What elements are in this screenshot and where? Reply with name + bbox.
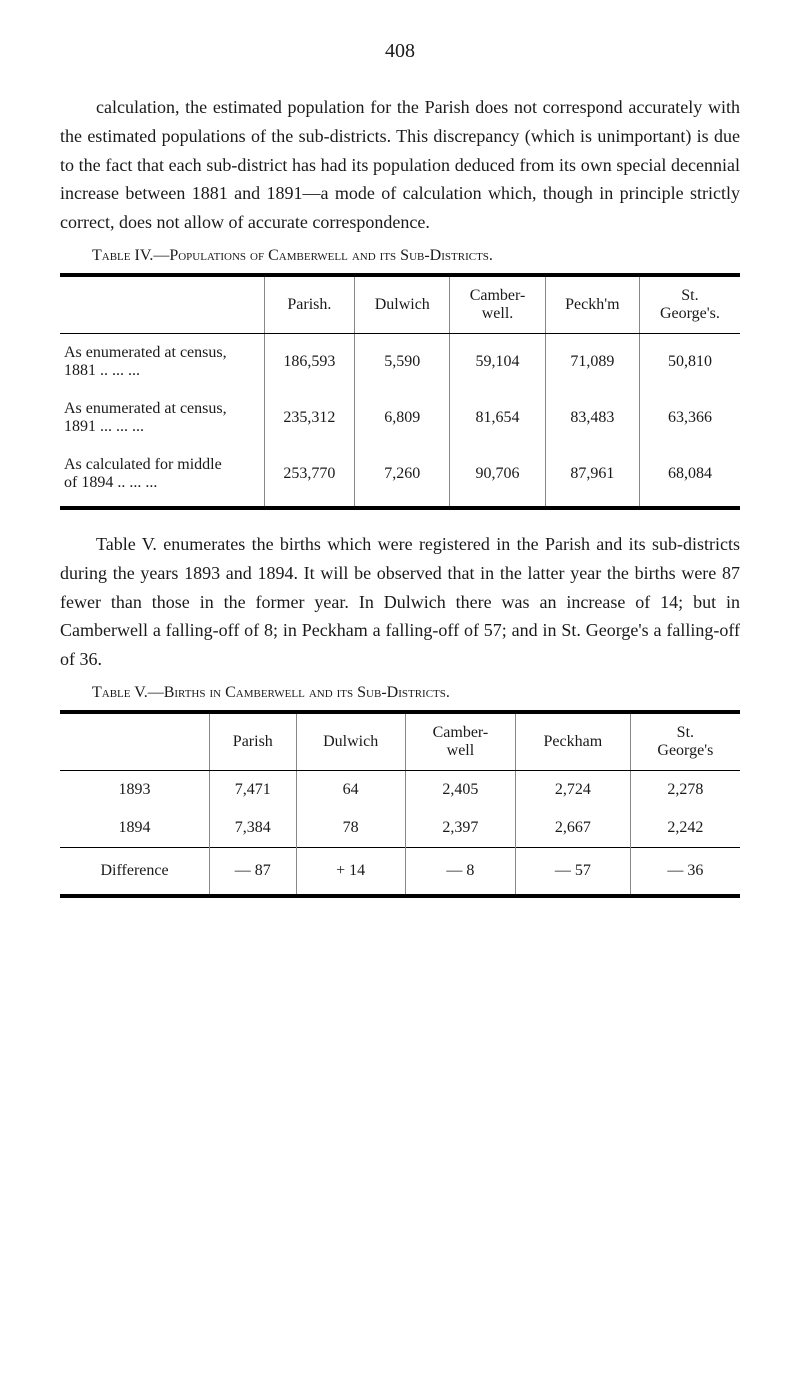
table-5-header [60, 712, 210, 771]
cell: 6,809 [355, 390, 450, 446]
table-4-header: Dulwich [355, 275, 450, 334]
table-row: As enumerated at census, 1881 .. ... ...… [60, 333, 740, 390]
cell: 50,810 [639, 333, 740, 390]
cell: 2,397 [405, 809, 515, 848]
cell: — 87 [210, 847, 296, 896]
cell: 63,366 [639, 390, 740, 446]
cell: — 36 [630, 847, 740, 896]
table-4-header [60, 275, 264, 334]
cell: 71,089 [545, 333, 639, 390]
cell: 2,242 [630, 809, 740, 848]
paragraph-2: Table V. enumerates the births which wer… [60, 530, 740, 674]
table-4: Parish. Dulwich Camber- well. Peckh'm St… [60, 273, 740, 510]
table-5: Parish Dulwich Camber- well Peckham St. … [60, 710, 740, 898]
cell: — 8 [405, 847, 515, 896]
cell: 83,483 [545, 390, 639, 446]
table-5-caption: Table V.—Births in Camberwell and its Su… [60, 684, 740, 702]
cell: 253,770 [264, 446, 355, 508]
cell: 78 [296, 809, 405, 848]
row-label: 1893 [60, 770, 210, 809]
table-row: 1894 7,384 78 2,397 2,667 2,242 [60, 809, 740, 848]
row-label: As enumerated at census, 1891 ... ... ..… [60, 390, 264, 446]
row-label: 1894 [60, 809, 210, 848]
cell: 81,654 [450, 390, 546, 446]
cell: 68,084 [639, 446, 740, 508]
table-row-difference: Difference — 87 + 14 — 8 — 57 — 36 [60, 847, 740, 896]
table-5-header: Camber- well [405, 712, 515, 771]
table-4-header: Parish. [264, 275, 355, 334]
cell: 2,724 [516, 770, 631, 809]
row-label: As enumerated at census, 1881 .. ... ... [60, 333, 264, 390]
table-row: 1893 7,471 64 2,405 2,724 2,278 [60, 770, 740, 809]
table-4-caption: Table IV.—Populations of Camberwell and … [60, 247, 740, 265]
row-label: Difference [60, 847, 210, 896]
cell: 7,471 [210, 770, 296, 809]
cell: 90,706 [450, 446, 546, 508]
table-row: As calculated for middle of 1894 .. ... … [60, 446, 740, 508]
cell: 2,278 [630, 770, 740, 809]
table-5-header: Parish [210, 712, 296, 771]
cell: 5,590 [355, 333, 450, 390]
cell: 2,405 [405, 770, 515, 809]
cell: 87,961 [545, 446, 639, 508]
table-4-header: St. George's. [639, 275, 740, 334]
cell: + 14 [296, 847, 405, 896]
cell: 64 [296, 770, 405, 809]
cell: 7,384 [210, 809, 296, 848]
cell: — 57 [516, 847, 631, 896]
table-4-header: Peckh'm [545, 275, 639, 334]
table-5-header: Peckham [516, 712, 631, 771]
cell: 186,593 [264, 333, 355, 390]
table-row: As enumerated at census, 1891 ... ... ..… [60, 390, 740, 446]
cell: 7,260 [355, 446, 450, 508]
paragraph-1: calculation, the estimated population fo… [60, 93, 740, 237]
page-number: 408 [60, 40, 740, 63]
table-5-header: Dulwich [296, 712, 405, 771]
cell: 235,312 [264, 390, 355, 446]
cell: 2,667 [516, 809, 631, 848]
table-5-header: St. George's [630, 712, 740, 771]
table-4-header: Camber- well. [450, 275, 546, 334]
row-label: As calculated for middle of 1894 .. ... … [60, 446, 264, 508]
cell: 59,104 [450, 333, 546, 390]
